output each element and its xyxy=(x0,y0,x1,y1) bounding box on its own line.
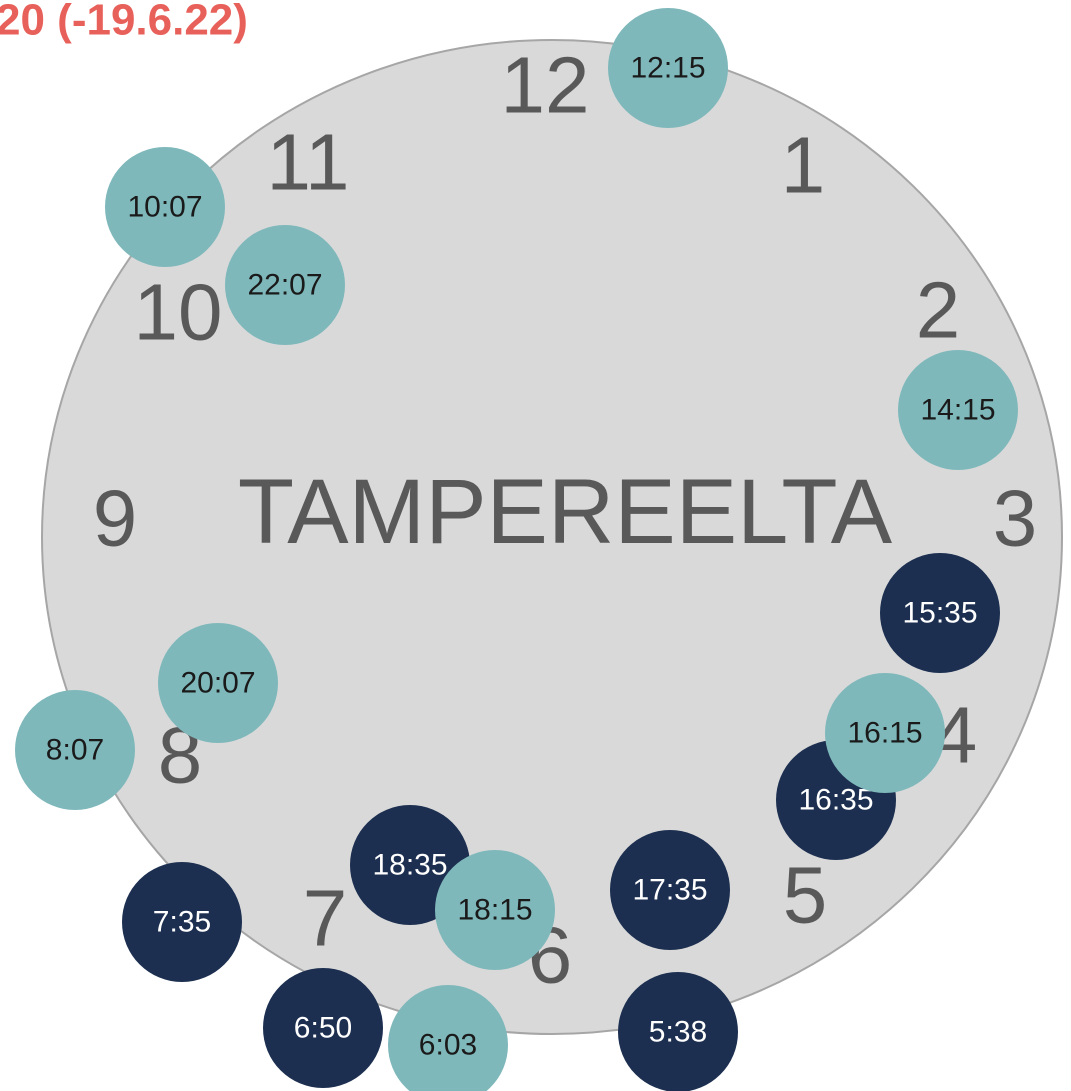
hour-numeral: 5 xyxy=(783,851,828,940)
time-label: 6:03 xyxy=(419,1029,477,1062)
time-bubble xyxy=(610,830,730,950)
time-bubble xyxy=(388,985,508,1091)
time-label: 5:38 xyxy=(649,1016,707,1049)
hour-numeral: 1 xyxy=(781,121,826,210)
time-bubble xyxy=(825,673,945,793)
time-label: 10:07 xyxy=(127,191,202,224)
time-bubble xyxy=(15,690,135,810)
time-label: 16:15 xyxy=(847,717,922,750)
time-bubble xyxy=(122,862,242,982)
center-label: TAMPEREELTA xyxy=(238,461,893,563)
time-label: 7:35 xyxy=(153,906,211,939)
time-label: 6:50 xyxy=(294,1012,352,1045)
time-label: 18:15 xyxy=(457,894,532,927)
time-label: 12:15 xyxy=(630,52,705,85)
hour-numeral: 12 xyxy=(501,41,590,130)
title: 20 (-19.6.22) xyxy=(0,0,248,45)
time-bubble xyxy=(618,972,738,1091)
hour-numeral: 2 xyxy=(916,266,961,355)
time-label: 8:07 xyxy=(46,734,104,767)
time-bubble xyxy=(880,553,1000,673)
time-label: 15:35 xyxy=(902,597,977,630)
time-bubble xyxy=(898,350,1018,470)
time-bubble xyxy=(105,147,225,267)
time-label: 20:07 xyxy=(180,667,255,700)
time-label: 14:15 xyxy=(920,394,995,427)
time-label: 18:35 xyxy=(372,849,447,882)
time-label: 16:35 xyxy=(798,784,873,817)
time-bubble xyxy=(435,850,555,970)
time-bubble xyxy=(225,225,345,345)
time-bubble xyxy=(608,8,728,128)
hour-numeral: 11 xyxy=(266,118,349,207)
time-label: 22:07 xyxy=(247,269,322,302)
hour-numeral: 7 xyxy=(303,874,348,963)
time-bubble xyxy=(158,623,278,743)
hour-numeral: 10 xyxy=(134,268,223,357)
time-label: 17:35 xyxy=(632,874,707,907)
hour-numeral: 9 xyxy=(93,474,138,563)
time-bubble xyxy=(263,968,383,1088)
hour-numeral: 3 xyxy=(993,474,1038,563)
